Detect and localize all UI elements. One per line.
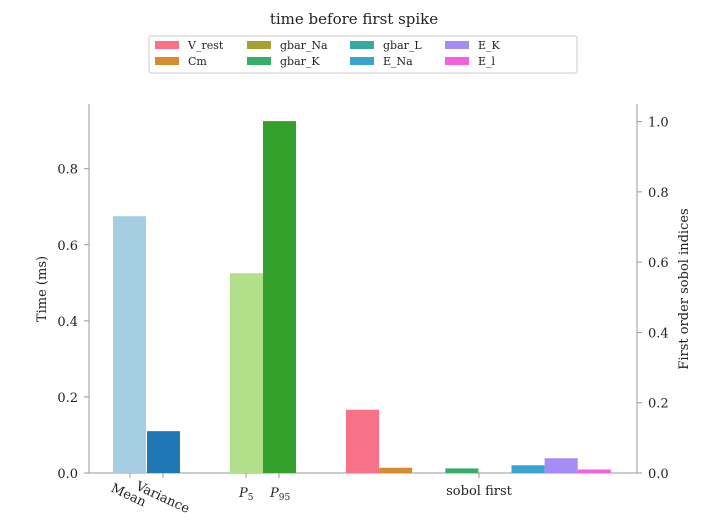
bar-mean [113, 216, 146, 473]
legend-label: gbar_Na [280, 39, 328, 52]
legend-swatch [350, 57, 374, 65]
bar-variance [147, 431, 180, 473]
bar-sobol-e-na [511, 465, 545, 473]
chart-title: time before first spike [270, 10, 438, 28]
legend-label: E_l [478, 55, 496, 68]
bar-p5 [230, 273, 263, 473]
x-tick-label-p5: P5 [238, 486, 254, 503]
legend-swatch [155, 41, 179, 49]
left-tick-label: 0.0 [57, 467, 78, 482]
legend: V_rest Cm gbar_Na gbar_K gbar_L E_Na E_K E_l [148, 35, 578, 74]
x-tick-label-sobol: sobol first [446, 484, 512, 499]
legend-label: E_Na [383, 55, 413, 68]
p5-sub: 5 [248, 493, 254, 503]
x-tick-label-p95: P95 [269, 486, 290, 503]
bar-p95 [263, 121, 296, 473]
right-tick-label: 0.4 [648, 326, 669, 341]
plot-ticks: 0.0 0.2 0.4 0.6 0.8 0.0 0.2 0.4 0.6 0.8 1.0 [57, 116, 668, 482]
p95-base: P [269, 486, 279, 501]
bar-sobol-e-l [577, 469, 611, 473]
legend-swatch [350, 41, 374, 49]
right-tick-label: 1.0 [648, 116, 669, 131]
right-tick-label: 0.2 [648, 397, 669, 412]
bar-sobol-cm [379, 467, 413, 473]
left-tick-label: 0.2 [57, 391, 78, 406]
left-tick-label: 0.8 [57, 163, 78, 178]
right-axis-label: First order sobol indices [677, 208, 692, 369]
legend-swatch [247, 57, 271, 65]
bar-sobol-e-k [544, 458, 578, 473]
p5-base: P [238, 486, 248, 501]
legend-label: V_rest [187, 39, 224, 52]
legend-label: gbar_K [280, 55, 320, 68]
left-axis-label: Time (ms) [35, 256, 50, 322]
legend-swatch [445, 57, 469, 65]
left-tick-label: 0.6 [57, 239, 78, 254]
legend-swatch [247, 41, 271, 49]
legend-swatch [155, 57, 179, 65]
legend-label: E_K [478, 39, 501, 52]
p95-sub: 95 [279, 493, 291, 503]
plot-bars [113, 121, 611, 473]
right-tick-label: 0.0 [648, 467, 669, 482]
bar-sobol-gbar-k [445, 468, 479, 473]
legend-label: Cm [188, 55, 207, 68]
right-tick-label: 0.8 [648, 186, 669, 201]
legend-label: gbar_L [383, 39, 422, 52]
legend-swatch [445, 41, 469, 49]
left-tick-label: 0.4 [57, 315, 78, 330]
right-tick-label: 0.6 [648, 256, 669, 271]
bar-sobol-v-rest [346, 409, 380, 473]
